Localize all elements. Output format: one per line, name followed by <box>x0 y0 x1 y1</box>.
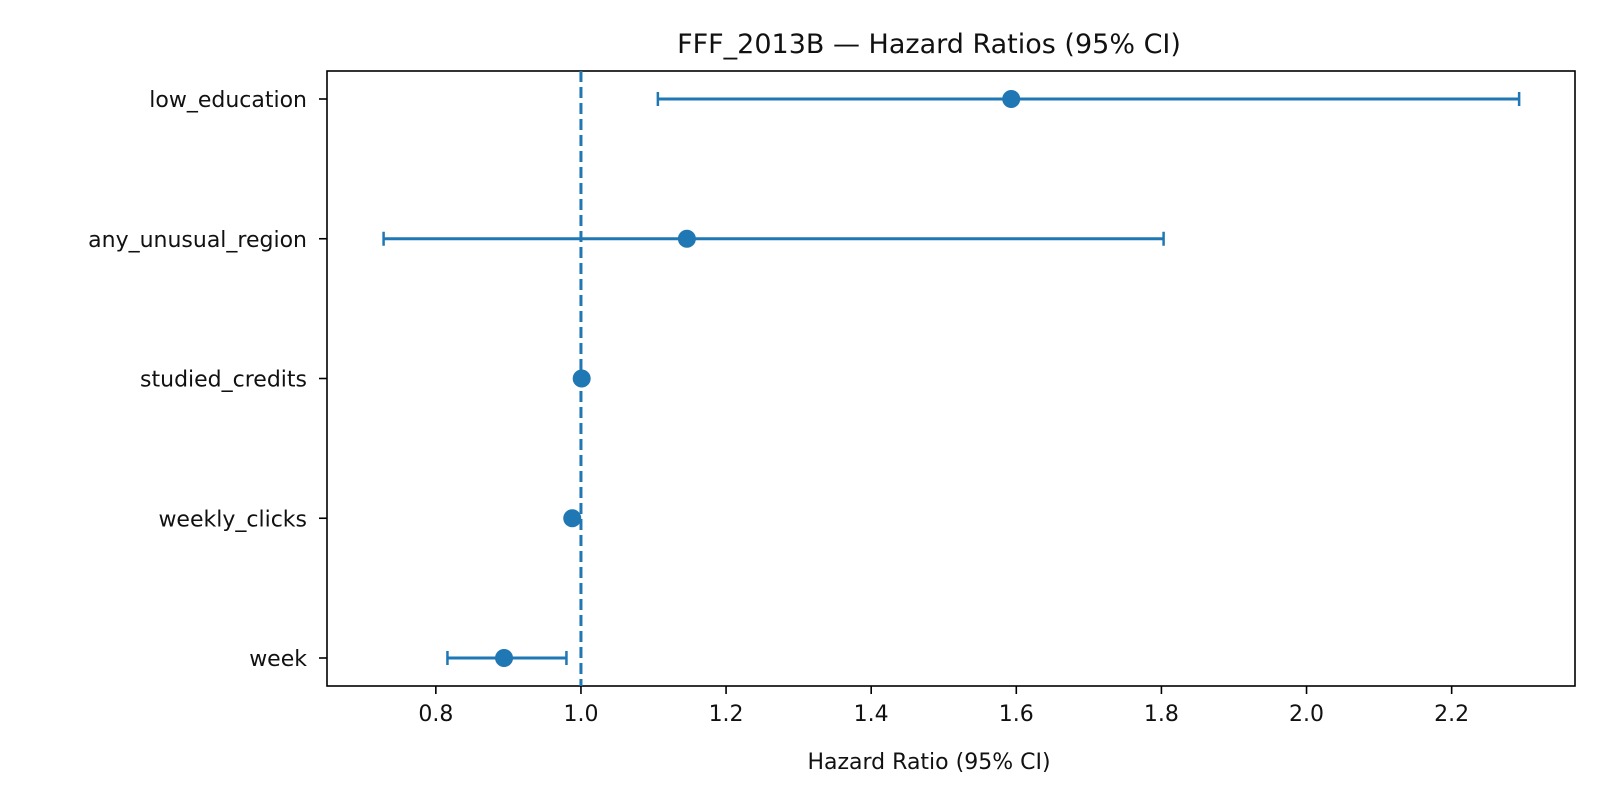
x-tick-label: 2.0 <box>1289 702 1324 727</box>
hazard-ratio-point <box>495 649 514 667</box>
y-tick-label: weekly_clicks <box>158 507 307 532</box>
hazard-ratio-point <box>563 509 582 528</box>
x-tick-label: 0.8 <box>418 702 453 727</box>
x-axis-label: Hazard Ratio (95% CI) <box>807 750 1050 775</box>
plot-area: 0.8 1.0 1.2 1.4 1.6 1.8 2.0 2.2 low_educationany… <box>88 70 1576 727</box>
x-tick-label: 1.4 <box>854 702 889 727</box>
y-tick-label: week <box>249 647 307 672</box>
y-tick-label: studied_credits <box>140 368 307 393</box>
x-tick-label: 1.8 <box>1144 702 1179 727</box>
axes-frame <box>326 70 1576 687</box>
hazard-ratio-point <box>677 229 696 248</box>
chart-title: FFF_2013B — Hazard Ratios (95% CI) <box>677 29 1181 60</box>
x-tick-label: 1.2 <box>709 702 744 727</box>
hazard-ratio-point <box>572 369 591 388</box>
hazard-ratio-point <box>1002 90 1021 108</box>
x-tick-label: 1.6 <box>999 702 1034 727</box>
x-tick-label: 2.2 <box>1434 702 1469 727</box>
y-tick-label: low_education <box>149 88 307 113</box>
y-tick-label: any_unusual_region <box>88 228 307 253</box>
x-tick-label: 1.0 <box>563 702 598 727</box>
